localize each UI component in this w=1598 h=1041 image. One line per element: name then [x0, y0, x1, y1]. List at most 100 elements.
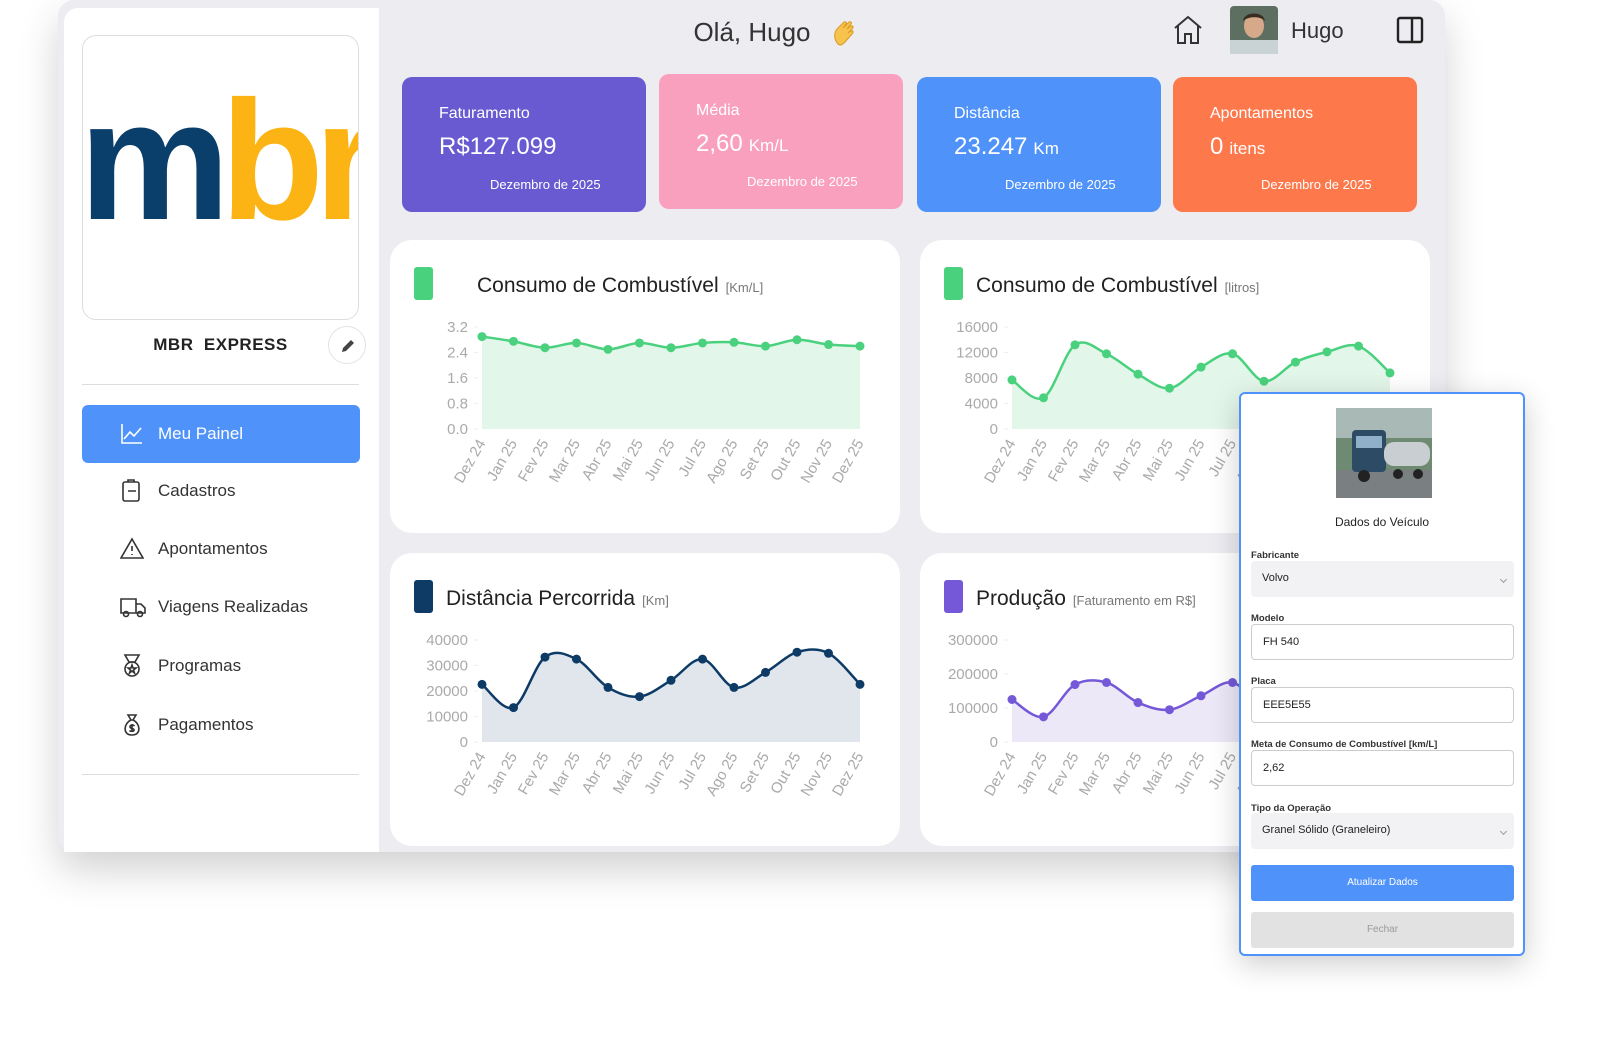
card-unit: itens: [1229, 139, 1266, 158]
point: [477, 332, 487, 342]
x-tick-label: Mar 25: [1076, 750, 1114, 799]
field-label: Meta de Consumo de Combustível [km/L]: [1251, 739, 1438, 750]
card-value: 0 itens: [1210, 133, 1417, 161]
point: [761, 341, 770, 351]
edit-button[interactable]: [328, 326, 366, 364]
y-tick-label: 200000: [948, 666, 998, 683]
y-tick-label: 100000: [948, 700, 998, 717]
point: [1165, 705, 1174, 715]
card-label: Média: [696, 102, 740, 119]
card-value: 2,60 Km/L: [696, 130, 903, 158]
menu-label: Meu Painel: [158, 424, 244, 443]
chart: Distância Percorrida [Km] 0 10000 20000 30000…: [414, 580, 867, 800]
point: [1133, 698, 1143, 708]
point: [1102, 349, 1111, 359]
x-tick-label: Jun 25: [1171, 437, 1208, 485]
chart-panel: Distância Percorrida [Km] 0 10000 20000 30000…: [390, 553, 900, 846]
menu-label: Pagamentos: [158, 715, 254, 734]
point: [540, 652, 550, 662]
point: [1228, 349, 1237, 359]
chart-title: Consumo de Combustível: [477, 274, 719, 297]
menu-item[interactable]: Meu Painel: [82, 405, 360, 463]
field-label: Modelo: [1251, 613, 1285, 624]
point: [1039, 712, 1048, 722]
chart-subtitle: [Km]: [642, 593, 669, 608]
company-name: MBR EXPRESS: [153, 335, 288, 354]
menu-item[interactable]: Pagamentos: [82, 696, 360, 754]
y-tick-label: 2.4: [447, 345, 468, 362]
divider: [82, 384, 359, 385]
vehicle-photo: [1336, 408, 1432, 498]
point: [666, 343, 676, 353]
y-tick-label: 12000: [956, 345, 998, 362]
card-number: R$127.099: [439, 133, 557, 160]
point: [603, 682, 613, 692]
y-tick-label: 16000: [956, 319, 998, 336]
x-tick-label: Ago 25: [703, 437, 741, 487]
home-icon[interactable]: [1172, 14, 1204, 46]
x-tick-label: Mar 25: [546, 750, 584, 799]
user-name: Hugo: [1291, 18, 1344, 43]
menu-label: Apontamentos: [158, 539, 268, 558]
card-value: R$127.099: [439, 133, 646, 161]
point: [1007, 695, 1017, 704]
point: [1322, 347, 1332, 357]
y-tick-label: 1.6: [447, 370, 468, 387]
y-tick-label: 0: [460, 734, 468, 751]
legend-swatch: [944, 580, 963, 613]
menu-item[interactable]: Apontamentos: [82, 520, 360, 578]
select-field[interactable]: Granel Sólido (Graneleiro): [1251, 813, 1514, 849]
point: [1070, 680, 1080, 690]
field-label: Fabricante: [1251, 550, 1300, 561]
menu-item[interactable]: Cadastros: [82, 462, 360, 520]
x-tick-label: Mai 25: [1140, 750, 1177, 797]
chart-subtitle: [litros]: [1225, 280, 1260, 295]
point: [1196, 362, 1206, 372]
panel-toggle[interactable]: [1396, 16, 1424, 44]
field-label: Tipo da Operação: [1251, 803, 1332, 814]
input-field[interactable]: EEE5E55: [1251, 687, 1514, 723]
divider: [82, 774, 359, 775]
card-label: Distância: [954, 105, 1020, 122]
point: [635, 692, 644, 702]
point: [540, 343, 550, 353]
close-button[interactable]: Fechar: [1251, 912, 1514, 948]
y-tick-label: 40000: [426, 632, 468, 649]
point: [1228, 678, 1237, 687]
x-tick-label: Jun 25: [641, 750, 678, 798]
select-field[interactable]: Volvo: [1251, 561, 1514, 597]
x-tick-label: Mai 25: [1140, 437, 1177, 484]
menu-item[interactable]: Programas: [82, 637, 360, 695]
y-tick-label: 0: [990, 421, 998, 438]
point: [792, 335, 802, 345]
y-tick-label: 8000: [965, 370, 998, 387]
area: [482, 336, 860, 429]
input-field[interactable]: FH 540: [1251, 624, 1514, 660]
avatar[interactable]: [1230, 6, 1278, 54]
x-tick-label: Dez 24: [981, 750, 1019, 800]
y-tick-label: 30000: [426, 658, 468, 675]
point: [1102, 678, 1111, 687]
y-tick-label: 3.2: [447, 319, 468, 336]
chart-subtitle: [Faturamento em R$]: [1073, 593, 1196, 608]
submit-button[interactable]: Atualizar Dados: [1251, 865, 1514, 901]
menu-label: Viagens Realizadas: [158, 597, 308, 616]
x-tick-label: Mai 25: [610, 750, 647, 797]
point: [666, 675, 676, 685]
vehicle-modal: Dados do Veículo Fabricante Volvo Modelo FH…: [1239, 392, 1525, 956]
chart-title: Produção: [976, 587, 1066, 610]
modal-title: Dados do Veículo: [1334, 515, 1430, 529]
point: [1070, 340, 1080, 350]
card-unit: Km: [1033, 139, 1059, 158]
x-tick-label: Dez 25: [829, 750, 867, 800]
point: [824, 648, 833, 658]
y-tick-label: 0: [990, 734, 998, 751]
x-tick-label: Dez 24: [981, 437, 1019, 487]
menu-item[interactable]: Viagens Realizadas: [82, 578, 360, 636]
x-tick-label: Dez 25: [829, 437, 867, 487]
greeting: Olá, Hugo: [693, 17, 811, 47]
chart: Consumo de Combustível [Km/L] 0.0 0.8 1.6 2.4…: [414, 267, 867, 487]
input-field[interactable]: 2,62: [1251, 750, 1514, 786]
point: [1259, 376, 1269, 386]
x-tick-label: Mar 25: [546, 437, 584, 486]
